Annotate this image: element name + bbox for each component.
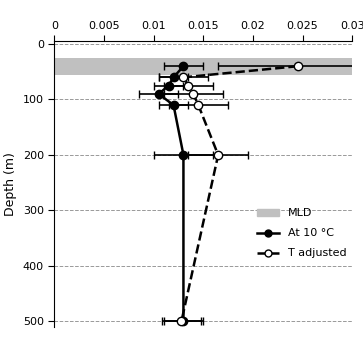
Y-axis label: Depth (m): Depth (m) <box>4 152 17 216</box>
Bar <box>54 58 352 75</box>
Legend: MLD, At 10 °C, T adjusted: MLD, At 10 °C, T adjusted <box>257 208 347 258</box>
